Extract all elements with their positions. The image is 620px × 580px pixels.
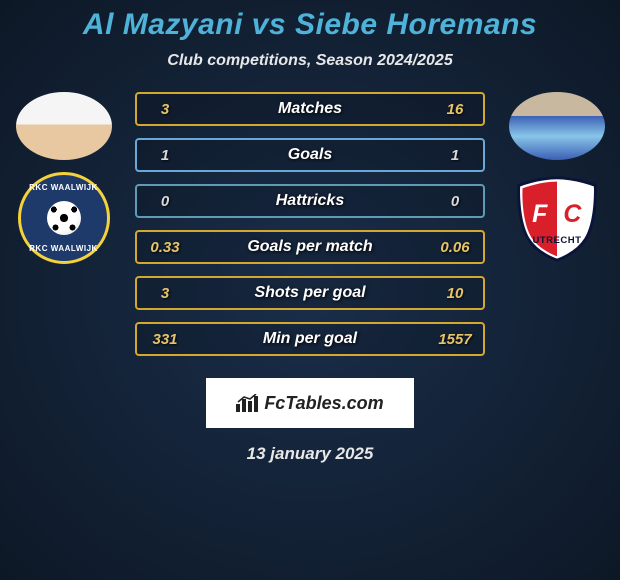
page-title: Al Mazyani vs Siebe Horemans (0, 8, 620, 42)
right-side: F C UTRECHT (503, 92, 610, 356)
stat-label: Matches (193, 100, 427, 118)
stat-label: Goals per match (193, 238, 427, 256)
player-photo-left (16, 92, 112, 160)
rkc-text-top: RKC WAALWIJK (21, 183, 107, 192)
right-team-logo: F C UTRECHT (509, 174, 605, 262)
stat-bar: 3Matches16 (135, 92, 485, 126)
stat-label: Min per goal (193, 330, 427, 348)
stat-label: Shots per goal (193, 284, 427, 302)
stat-bar: 331Min per goal1557 (135, 322, 485, 356)
stats-column: 3Matches161Goals10Hattricks00.33Goals pe… (135, 92, 485, 356)
date: 13 january 2025 (0, 444, 620, 464)
utrecht-logo: F C UTRECHT (509, 174, 605, 262)
stat-right-value: 0.06 (427, 239, 483, 256)
svg-text:F: F (532, 200, 548, 228)
stat-left-value: 0 (137, 193, 193, 210)
left-team-logo: RKC WAALWIJK RKC WAALWIJK (16, 174, 112, 262)
subtitle: Club competitions, Season 2024/2025 (0, 52, 620, 70)
stat-bar: 3Shots per goal10 (135, 276, 485, 310)
stat-right-value: 16 (427, 101, 483, 118)
chart-icon (236, 394, 258, 412)
stat-right-value: 1557 (427, 331, 483, 348)
stat-left-value: 0.33 (137, 239, 193, 256)
player-photo-right (509, 92, 605, 160)
soccer-ball-icon (47, 201, 81, 235)
rkc-text-bottom: RKC WAALWIJK (21, 244, 107, 253)
stat-left-value: 3 (137, 101, 193, 118)
rkc-logo: RKC WAALWIJK RKC WAALWIJK (18, 172, 110, 264)
stat-bar: 0.33Goals per match0.06 (135, 230, 485, 264)
stat-bar: 1Goals1 (135, 138, 485, 172)
stat-right-value: 0 (427, 193, 483, 210)
left-side: RKC WAALWIJK RKC WAALWIJK (10, 92, 117, 356)
stat-right-value: 1 (427, 147, 483, 164)
fctables-label: FcTables.com (264, 393, 383, 414)
stat-left-value: 3 (137, 285, 193, 302)
stat-left-value: 1 (137, 147, 193, 164)
stat-left-value: 331 (137, 331, 193, 348)
stat-label: Hattricks (193, 192, 427, 210)
svg-text:C: C (563, 200, 582, 228)
comparison-card: Al Mazyani vs Siebe Horemans Club compet… (0, 0, 620, 580)
stat-right-value: 10 (427, 285, 483, 302)
svg-text:UTRECHT: UTRECHT (532, 235, 581, 246)
stat-bar: 0Hattricks0 (135, 184, 485, 218)
fctables-badge[interactable]: FcTables.com (206, 378, 414, 428)
content-row: RKC WAALWIJK RKC WAALWIJK 3Matches161Goa… (0, 92, 620, 356)
stat-label: Goals (193, 146, 427, 164)
